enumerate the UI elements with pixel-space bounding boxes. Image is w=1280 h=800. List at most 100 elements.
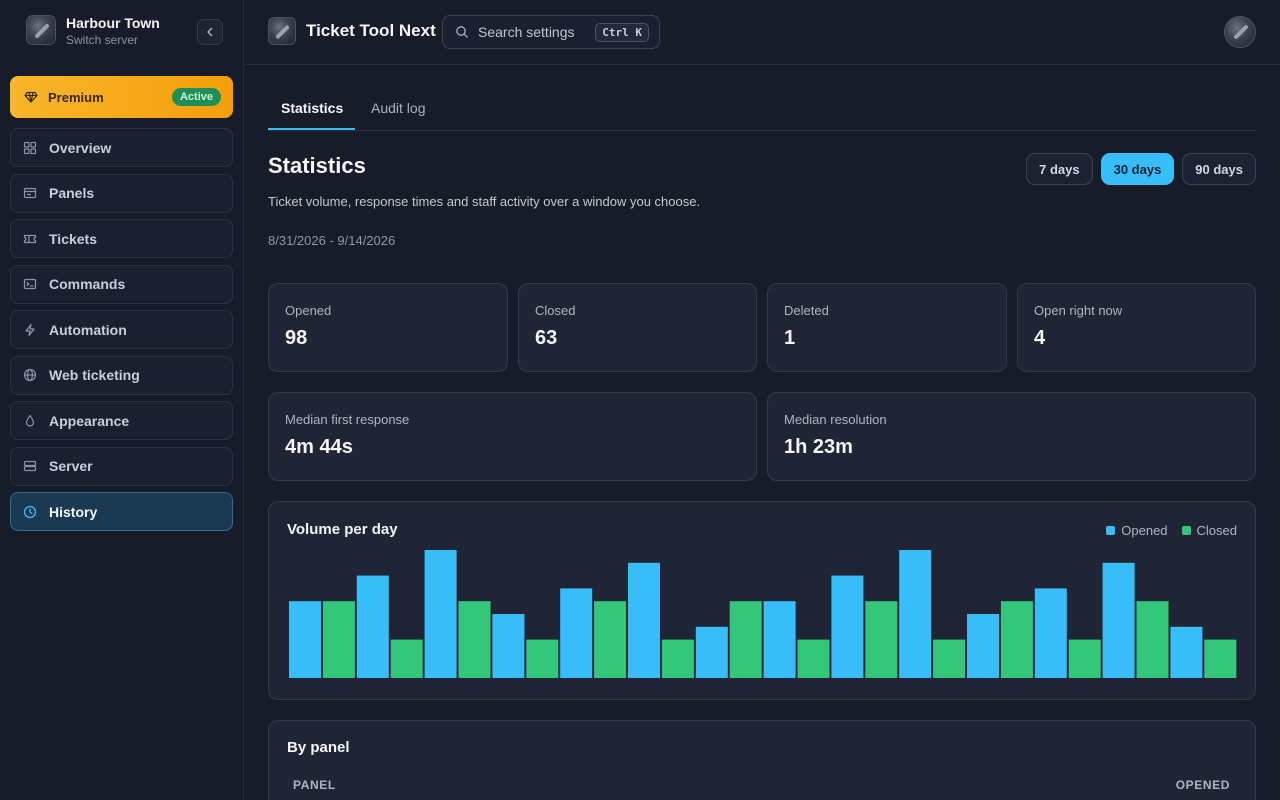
bar-opened [492, 614, 525, 678]
sidebar-item-premium[interactable]: Premium Active [10, 76, 233, 118]
sidebar-item-label: Server [49, 458, 93, 474]
app-title: Ticket Tool Next [306, 21, 436, 40]
stat-value: 4 [1034, 327, 1046, 349]
tab-audit-log[interactable]: Audit log [371, 100, 426, 116]
sidebar-item-label: Automation [49, 321, 127, 338]
collapse-sidebar-button[interactable] [197, 19, 223, 45]
bar-closed [322, 601, 355, 678]
bar-closed [729, 601, 762, 678]
sidebar-item-label: Tickets [49, 230, 97, 247]
search-input[interactable]: Search settings Ctrl K [442, 15, 660, 49]
sidebar-item-commands[interactable]: Commands [10, 264, 233, 304]
bar-opened [967, 614, 999, 678]
sidebar: Harbour Town Switch server Premium Activ… [0, 0, 244, 800]
bar-closed [1000, 601, 1033, 678]
server-name: Harbour Town [66, 15, 160, 31]
clock-icon [23, 505, 37, 519]
sidebar-nav: Premium Active Overview Panels Tickets C… [10, 76, 233, 538]
top-bar: Ticket Tool Next Search settings Ctrl K [244, 0, 1280, 65]
sidebar-item-overview[interactable]: Overview [10, 128, 233, 167]
keyboard-shortcut: Ctrl K [595, 22, 649, 42]
legend-swatch [1106, 526, 1116, 535]
stat-card-median-resolution: Median resolution 1h 23m [767, 392, 1256, 481]
bar-opened [1102, 562, 1135, 678]
column-header-panel: PANEL [293, 778, 336, 792]
range-30-days-button[interactable]: 30 days [1100, 153, 1175, 185]
search-icon [455, 25, 469, 39]
bar-closed [865, 601, 898, 678]
date-range: 8/31/2026 - 9/14/2026 [268, 233, 396, 248]
bar-opened [424, 550, 457, 678]
sidebar-item-web-ticketing[interactable]: Web ticketing [10, 355, 233, 395]
bar-closed [526, 639, 559, 678]
server-icon [23, 459, 37, 473]
by-panel-title: By panel [287, 739, 350, 756]
stat-card-deleted: Deleted 1 [767, 283, 1007, 372]
stat-card-closed: Closed 63 [518, 283, 757, 372]
bar-closed [1068, 639, 1101, 678]
switch-server-link[interactable]: Switch server [66, 33, 139, 47]
column-header-opened: OPENED [1175, 778, 1230, 792]
sidebar-item-label: Commands [49, 276, 126, 292]
range-7-days-button[interactable]: 7 days [1026, 153, 1093, 185]
bar-closed [661, 639, 694, 678]
legend-item-opened: Opened [1106, 523, 1168, 538]
sidebar-item-label: Panels [49, 185, 95, 201]
server-avatar [26, 15, 56, 45]
legend-swatch [1181, 526, 1191, 535]
legend-label: Opened [1121, 523, 1168, 538]
bar-closed [390, 639, 423, 678]
user-avatar[interactable] [1224, 16, 1256, 48]
bar-closed [933, 639, 966, 678]
chart-title: Volume per day [287, 521, 398, 538]
terminal-icon [23, 277, 37, 291]
stat-card-opened: Opened 98 [268, 283, 508, 372]
premium-label: Premium [48, 89, 104, 105]
stat-card-open-now: Open right now 4 [1017, 283, 1256, 372]
stat-label: Open right now [1034, 303, 1123, 318]
sidebar-item-tickets[interactable]: Tickets [10, 219, 233, 258]
bar-opened [1170, 626, 1203, 678]
stat-label: Median resolution [784, 412, 887, 427]
page-description: Ticket volume, response times and staff … [268, 194, 701, 209]
page-title: Statistics [268, 153, 366, 178]
bar-opened [695, 626, 728, 678]
stat-label: Median first response [285, 412, 410, 427]
range-90-days-button[interactable]: 90 days [1182, 153, 1256, 185]
stat-value: 4m 44s [285, 436, 353, 458]
droplet-icon [23, 414, 37, 428]
tab-bar: Statistics Audit log [268, 88, 1256, 131]
tab-statistics[interactable]: Statistics [281, 100, 344, 116]
stat-value: 1 [784, 327, 796, 349]
sidebar-item-history[interactable]: History [10, 492, 233, 531]
bar-opened [560, 588, 593, 678]
chevron-left-icon [204, 26, 216, 38]
volume-chart-card: Volume per day Opened Closed [268, 501, 1256, 700]
diamond-icon [24, 90, 38, 104]
sidebar-item-server[interactable]: Server [10, 446, 233, 486]
bolt-icon [23, 323, 37, 337]
legend-item-closed: Closed [1181, 523, 1237, 538]
sidebar-item-label: Web ticketing [49, 367, 140, 383]
stat-card-median-first-response: Median first response 4m 44s [268, 392, 757, 481]
sidebar-item-panels[interactable]: Panels [10, 173, 233, 213]
active-tab-indicator [268, 128, 355, 130]
server-switcher[interactable]: Harbour Town Switch server [26, 15, 234, 49]
grid-icon [23, 141, 37, 155]
sidebar-item-automation[interactable]: Automation [10, 310, 233, 349]
range-selector: 7 days 30 days 90 days [1026, 153, 1256, 185]
search-placeholder: Search settings [478, 24, 575, 40]
sidebar-item-label: History [49, 503, 98, 520]
bar-opened [1034, 588, 1067, 678]
bar-closed [1136, 601, 1169, 678]
stat-value: 1h 23m [784, 436, 853, 458]
bar-opened [289, 601, 321, 678]
by-panel-card: By panel PANEL OPENED [268, 720, 1256, 800]
volume-chart [289, 550, 1237, 678]
app-logo [268, 17, 296, 45]
stat-label: Deleted [784, 303, 829, 318]
stat-label: Closed [535, 303, 576, 318]
sidebar-item-label: Overview [49, 139, 112, 156]
sidebar-item-appearance[interactable]: Appearance [10, 401, 233, 440]
bar-opened [628, 562, 660, 678]
